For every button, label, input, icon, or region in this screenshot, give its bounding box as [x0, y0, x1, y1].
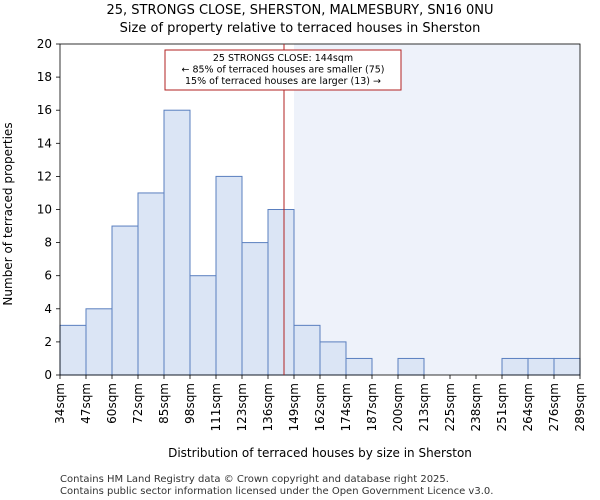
x-tick-label: 98sqm — [183, 383, 197, 424]
y-tick-label: 0 — [44, 368, 52, 382]
annotation-line: ← 85% of terraced houses are smaller (75… — [181, 65, 384, 76]
footer-line-2: Contains public sector information licen… — [60, 486, 494, 497]
annotation-box — [164, 49, 402, 91]
x-tick-label: 85sqm — [157, 383, 171, 424]
histogram-bar — [215, 175, 243, 376]
y-tick-label: 20 — [37, 37, 52, 51]
histogram-bar — [345, 357, 373, 376]
histogram-bar — [137, 192, 165, 376]
histogram-bar — [397, 357, 425, 376]
histogram-bar — [189, 275, 217, 376]
y-tick-label: 8 — [44, 236, 52, 250]
chart-title: 25, STRONGS CLOSE, SHERSTON, MALMESBURY,… — [106, 3, 494, 18]
x-tick-label: 136sqm — [261, 383, 275, 431]
histogram-bar — [501, 357, 529, 376]
footer-line-1: Contains HM Land Registry data © Crown c… — [60, 474, 449, 485]
histogram-bar — [111, 225, 139, 376]
x-tick-label: 123sqm — [235, 383, 249, 431]
y-tick-label: 10 — [37, 203, 52, 217]
x-axis-label: Distribution of terraced houses by size … — [168, 446, 472, 460]
histogram-bar — [527, 357, 555, 376]
x-tick-label: 47sqm — [79, 383, 93, 424]
y-tick-label: 12 — [37, 169, 52, 183]
histogram-bar — [163, 109, 191, 376]
annotation-line: 25 STRONGS CLOSE: 144sqm — [213, 53, 353, 64]
x-tick-label: 149sqm — [287, 383, 301, 431]
x-tick-label: 276sqm — [547, 383, 561, 431]
x-tick-label: 238sqm — [469, 383, 483, 431]
larger-region-shade — [294, 44, 580, 375]
x-tick-label: 174sqm — [339, 383, 353, 431]
histogram-bar — [267, 209, 295, 376]
x-tick-label: 187sqm — [365, 383, 379, 431]
chart-subtitle: Size of property relative to terraced ho… — [119, 21, 481, 36]
y-tick-label: 14 — [37, 136, 52, 150]
y-tick-label: 16 — [37, 103, 52, 117]
x-tick-label: 213sqm — [417, 383, 431, 431]
x-tick-label: 162sqm — [313, 383, 327, 431]
y-tick-label: 2 — [44, 335, 52, 349]
histogram-bar — [241, 242, 269, 376]
x-tick-label: 264sqm — [521, 383, 535, 431]
x-tick-label: 72sqm — [131, 383, 145, 424]
x-tick-label: 225sqm — [443, 383, 457, 431]
histogram-bar — [85, 308, 113, 376]
histogram-bar — [59, 324, 87, 376]
histogram-bar — [293, 324, 321, 376]
histogram-bar — [319, 341, 347, 376]
x-tick-label: 111sqm — [209, 383, 223, 431]
x-tick-label: 251sqm — [495, 383, 509, 431]
annotation-line: 15% of terraced houses are larger (13) → — [185, 76, 381, 87]
x-tick-label: 34sqm — [53, 383, 67, 424]
y-tick-label: 4 — [44, 302, 52, 316]
y-tick-label: 6 — [44, 269, 52, 283]
histogram-bar — [553, 357, 581, 376]
y-tick-label: 18 — [37, 70, 52, 84]
x-tick-label: 289sqm — [573, 383, 587, 431]
x-tick-label: 60sqm — [105, 383, 119, 424]
x-tick-label: 200sqm — [391, 383, 405, 431]
